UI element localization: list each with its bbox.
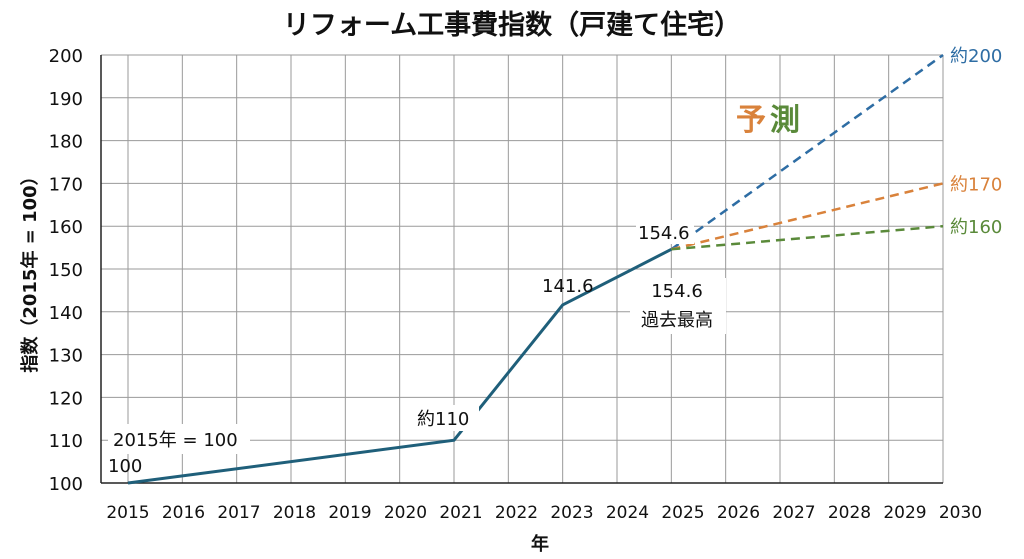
x-tick-label: 2023	[550, 503, 593, 523]
x-tick-label: 2019	[328, 503, 371, 523]
annotation-2015: 100	[108, 456, 142, 477]
y-tick-label: 130	[49, 346, 83, 367]
annotation-2023: 141.6	[542, 276, 594, 297]
series-end-label: 約170	[950, 174, 1002, 195]
x-tick-label: 2025	[661, 503, 704, 523]
x-axis-label: 年	[531, 533, 549, 555]
x-tick-label: 2024	[606, 503, 649, 523]
base-note-bg	[108, 424, 250, 454]
y-tick-label: 140	[49, 303, 83, 324]
y-tick-label: 160	[49, 217, 83, 238]
forecast-label-a: 予	[736, 103, 766, 138]
series-line-1	[670, 53, 944, 251]
y-tick-label: 180	[49, 132, 83, 153]
series-line-0	[127, 247, 673, 485]
y-tick-label: 120	[49, 388, 83, 409]
record-label-bg	[630, 278, 726, 334]
x-tick-label: 2021	[439, 503, 482, 523]
x-tick-label: 2027	[772, 503, 815, 523]
y-tick-label: 100	[49, 474, 83, 495]
x-tick-label: 2029	[883, 503, 926, 523]
x-tick-label: 2018	[273, 503, 316, 523]
y-tick-label: 150	[49, 260, 83, 281]
chart-title: リフォーム工事費指数（戸建て住宅）	[283, 9, 741, 41]
x-tick-label: 2030	[939, 503, 982, 523]
x-tick-label: 2026	[717, 503, 760, 523]
x-tick-label: 2022	[495, 503, 538, 523]
series-line-3	[671, 224, 944, 251]
x-tick-label: 2016	[162, 503, 205, 523]
x-tick-label: 2015	[106, 503, 149, 523]
x-tick-label: 2017	[217, 503, 260, 523]
y-tick-label: 170	[49, 174, 83, 195]
forecast-label-b: 測	[770, 103, 800, 138]
annotation-base-note: 2015年 = 100	[113, 430, 238, 451]
labels: 100 110 120 130 140 150 160 170 180 190 200 2015 201…	[49, 46, 1003, 523]
series-group	[127, 53, 944, 485]
series-end-label: 約160	[950, 217, 1002, 238]
grid	[101, 54, 944, 484]
y-tick-label: 190	[49, 89, 83, 110]
label-2021-bg	[415, 405, 479, 431]
annotation-2025-bottom: 154.6	[651, 281, 703, 302]
label-2025-bg	[636, 220, 694, 244]
annotation-2021: 約110	[417, 409, 469, 430]
x-tick-label: 2020	[384, 503, 427, 523]
series-line-2	[671, 182, 944, 251]
annotation-2025-top: 154.6	[638, 223, 690, 244]
series-end-label: 約200	[950, 46, 1002, 67]
annotation-record: 過去最高	[641, 310, 713, 331]
y-axis-label: 指数（2015年 = 100）	[19, 167, 41, 372]
y-tick-label: 110	[49, 431, 83, 452]
y-tick-label: 200	[49, 46, 83, 67]
x-tick-label: 2028	[828, 503, 871, 523]
axes	[100, 55, 943, 484]
